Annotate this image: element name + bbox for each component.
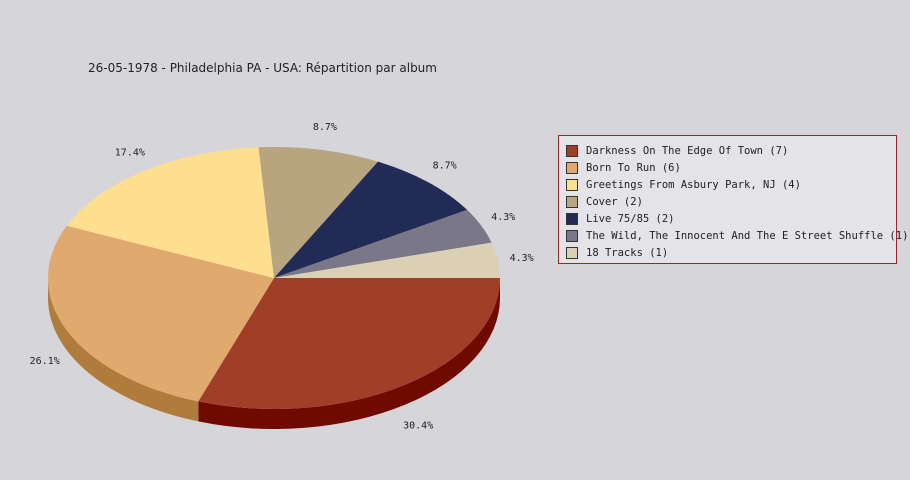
legend-label: Greetings From Asbury Park, NJ (4) <box>586 178 801 191</box>
legend-item: Born To Run (6) <box>566 159 896 176</box>
pie-percent-label-6: 4.3% <box>510 253 534 264</box>
pie-slice-6 <box>274 242 500 278</box>
legend-item: Greetings From Asbury Park, NJ (4) <box>566 176 896 193</box>
pie-percent-label-3: 8.7% <box>313 122 337 133</box>
legend-item: The Wild, The Innocent And The E Street … <box>566 227 908 244</box>
pie-percent-label-1: 26.1% <box>30 356 60 367</box>
pie-percent-label-2: 17.4% <box>115 147 145 158</box>
pie-slice-1 <box>48 225 275 402</box>
legend-swatch <box>566 161 578 174</box>
legend-label: Born To Run (6) <box>586 161 681 174</box>
pie-slice-2 <box>66 147 275 278</box>
pie-slice-4 <box>274 161 468 278</box>
legend-item: Darkness On The Edge Of Town (7) <box>566 142 896 159</box>
pie-slice-0 <box>198 278 501 409</box>
pie-percent-label-4: 8.7% <box>433 161 457 172</box>
legend: Darkness On The Edge Of Town (7) Born To … <box>558 135 908 264</box>
legend-swatch <box>566 229 578 242</box>
pie-slices <box>48 146 501 409</box>
legend-label: The Wild, The Innocent And The E Street … <box>586 229 909 242</box>
pie-sides <box>48 278 501 430</box>
chart-title: 26-05-1978 - Philadelphia PA - USA: Répa… <box>88 61 437 75</box>
legend-swatch <box>566 246 578 259</box>
pie-slice-side-1 <box>48 278 199 422</box>
legend-label: Darkness On The Edge Of Town (7) <box>586 144 789 157</box>
legend-item: Cover (2) <box>566 193 896 210</box>
legend-swatch <box>566 212 578 225</box>
legend-item: 18 Tracks (1) <box>566 244 896 261</box>
pie-slice-5 <box>274 209 492 278</box>
legend-label: Live 75/85 (2) <box>586 212 675 225</box>
legend-swatch <box>566 195 578 208</box>
legend-item: Live 75/85 (2) <box>566 210 896 227</box>
pie-percent-label-0: 30.4% <box>403 421 433 432</box>
pie-slice-3 <box>258 146 378 278</box>
legend-label: 18 Tracks (1) <box>586 246 669 259</box>
legend-swatch <box>566 178 578 191</box>
legend-label: Cover (2) <box>586 195 643 208</box>
pie-labels: 30.4% 26.1% 17.4% 8.7% 8.7% 4.3% 4.3% <box>30 122 534 431</box>
pie-slice-side-0 <box>198 278 501 430</box>
pie-percent-label-5: 4.3% <box>491 212 515 223</box>
legend-swatch <box>566 144 578 157</box>
